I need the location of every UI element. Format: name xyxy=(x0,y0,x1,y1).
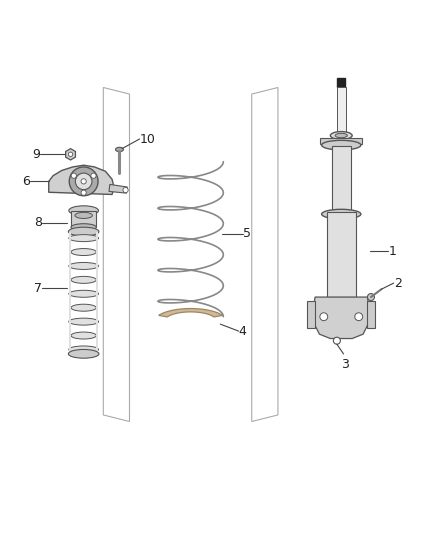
Ellipse shape xyxy=(69,346,99,353)
Ellipse shape xyxy=(69,290,99,297)
Ellipse shape xyxy=(116,147,124,152)
Ellipse shape xyxy=(321,140,361,150)
Polygon shape xyxy=(159,309,223,317)
Polygon shape xyxy=(313,297,370,338)
Bar xyxy=(69,231,71,354)
Bar xyxy=(337,87,346,135)
Polygon shape xyxy=(109,184,127,193)
Circle shape xyxy=(91,173,96,179)
Polygon shape xyxy=(49,165,114,195)
Circle shape xyxy=(123,188,128,193)
Ellipse shape xyxy=(75,212,92,219)
Text: 1: 1 xyxy=(389,245,396,258)
Circle shape xyxy=(320,313,328,321)
Bar xyxy=(367,302,375,328)
Circle shape xyxy=(355,313,363,321)
Bar xyxy=(337,78,345,87)
Circle shape xyxy=(69,167,98,196)
Bar xyxy=(71,211,96,227)
Text: 10: 10 xyxy=(140,133,155,146)
Circle shape xyxy=(367,294,374,301)
Bar xyxy=(320,138,362,144)
Text: 6: 6 xyxy=(22,175,30,188)
Ellipse shape xyxy=(69,318,99,325)
Ellipse shape xyxy=(71,332,96,339)
Text: 2: 2 xyxy=(394,277,402,289)
Circle shape xyxy=(68,152,73,157)
Circle shape xyxy=(71,173,77,179)
Ellipse shape xyxy=(71,304,96,311)
Ellipse shape xyxy=(69,235,99,241)
Bar xyxy=(327,212,356,297)
Circle shape xyxy=(75,173,92,190)
Text: 3: 3 xyxy=(341,358,349,371)
Ellipse shape xyxy=(69,262,99,270)
Polygon shape xyxy=(66,149,75,160)
Text: 9: 9 xyxy=(32,148,40,161)
Text: 8: 8 xyxy=(34,216,42,229)
Ellipse shape xyxy=(335,133,347,138)
Bar xyxy=(96,231,99,354)
Text: 4: 4 xyxy=(239,325,247,337)
Ellipse shape xyxy=(71,277,96,284)
Ellipse shape xyxy=(71,224,96,231)
Ellipse shape xyxy=(69,206,99,215)
Ellipse shape xyxy=(68,350,99,358)
Ellipse shape xyxy=(71,248,96,255)
Text: 7: 7 xyxy=(34,282,42,295)
Bar xyxy=(307,302,315,328)
Ellipse shape xyxy=(68,227,99,236)
Ellipse shape xyxy=(330,132,352,140)
Ellipse shape xyxy=(321,209,361,219)
Circle shape xyxy=(333,337,340,344)
Circle shape xyxy=(81,179,86,184)
Bar xyxy=(332,147,351,214)
Text: 5: 5 xyxy=(243,227,251,240)
Circle shape xyxy=(81,190,86,195)
